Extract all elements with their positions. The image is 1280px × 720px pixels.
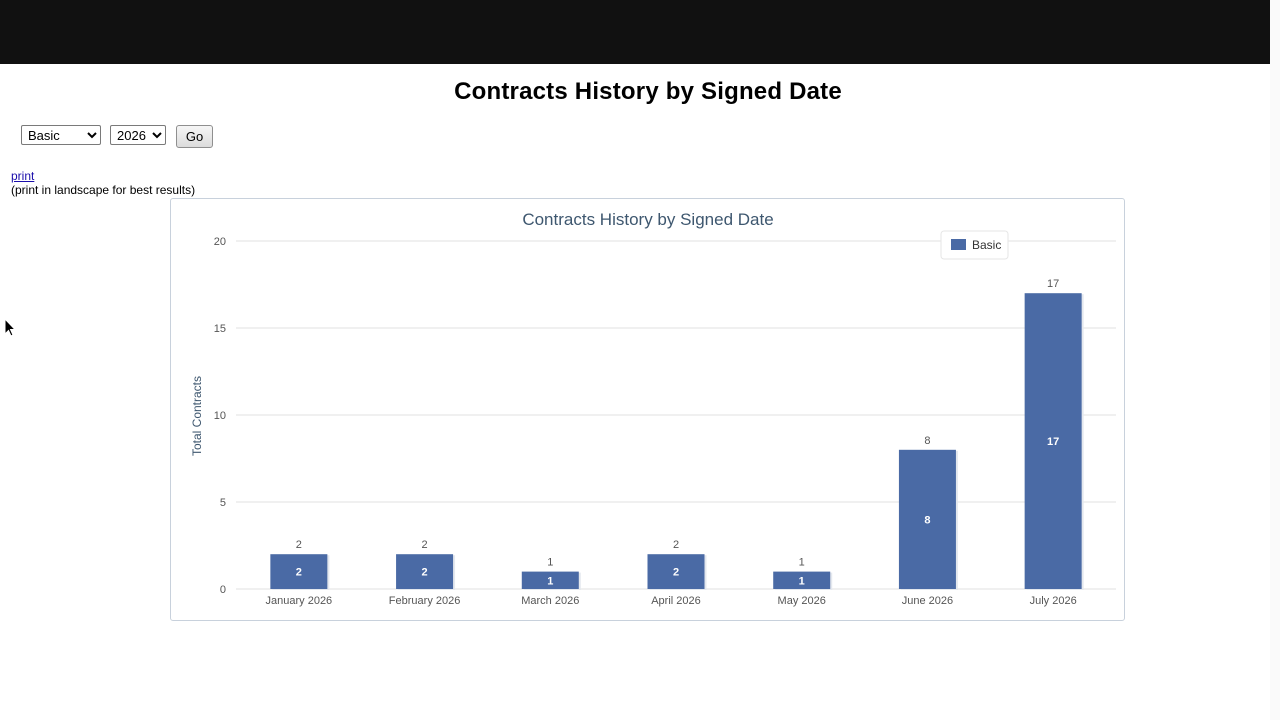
bar-value-label: 2: [296, 539, 302, 551]
legend-swatch: [951, 239, 966, 250]
y-tick-label: 5: [220, 497, 226, 509]
x-tick-label: February 2026: [389, 595, 461, 607]
bar-value-label: 1: [547, 557, 553, 569]
bar: [396, 554, 454, 589]
bar-inner-label: 1: [547, 575, 553, 587]
legend-box: [940, 230, 1009, 260]
x-tick-label: July 2026: [1030, 595, 1077, 607]
top-bar: [0, 0, 1280, 64]
chart-container: Contracts History by Signed Date 0 5 10 15 20…: [170, 198, 1125, 621]
bar: [1024, 293, 1082, 589]
bar-inner-label: 8: [924, 514, 930, 526]
bar: [521, 571, 579, 589]
bar-chart: Contracts History by Signed Date 0 5 10 15 20…: [190, 210, 1116, 607]
bar-inner-label: 17: [1047, 436, 1059, 448]
y-tick-label: 0: [220, 584, 226, 596]
y-tick-label: 20: [214, 236, 226, 248]
y-axis-label: Total Contracts: [190, 376, 204, 456]
page-title: Contracts History by Signed Date: [454, 78, 842, 105]
year-select[interactable]: 2026: [110, 125, 166, 145]
bar: [898, 449, 956, 589]
bar-inner-label: 2: [673, 567, 679, 579]
bar-value-label: 8: [924, 435, 930, 447]
bar-value-label: 1: [799, 557, 805, 569]
bar-value-label: 2: [422, 539, 428, 551]
mouse-cursor-icon: [4, 317, 17, 343]
y-tick-label: 10: [214, 410, 226, 422]
scrollbar-edge: [1270, 0, 1280, 720]
y-tick-label: 15: [214, 323, 226, 335]
bar-inner-label: 2: [296, 567, 302, 579]
x-tick-label: June 2026: [902, 595, 953, 607]
x-tick-label: March 2026: [521, 595, 579, 607]
chart-title: Contracts History by Signed Date: [522, 210, 773, 229]
bar-value-label: 17: [1047, 278, 1059, 290]
type-select[interactable]: Basic: [21, 125, 101, 145]
bar-inner-label: 2: [422, 567, 428, 579]
go-button[interactable]: Go: [176, 125, 213, 148]
legend-label: Basic: [972, 238, 1001, 252]
bar: [270, 554, 328, 589]
print-link[interactable]: print: [11, 169, 35, 183]
x-tick-label: May 2026: [778, 595, 826, 607]
bar: [773, 571, 831, 589]
x-tick-label: April 2026: [651, 595, 701, 607]
bar-inner-label: 1: [799, 575, 805, 587]
bar: [647, 554, 705, 589]
bar-value-label: 2: [673, 539, 679, 551]
print-note: (print in landscape for best results): [11, 183, 196, 197]
x-tick-label: January 2026: [266, 595, 333, 607]
